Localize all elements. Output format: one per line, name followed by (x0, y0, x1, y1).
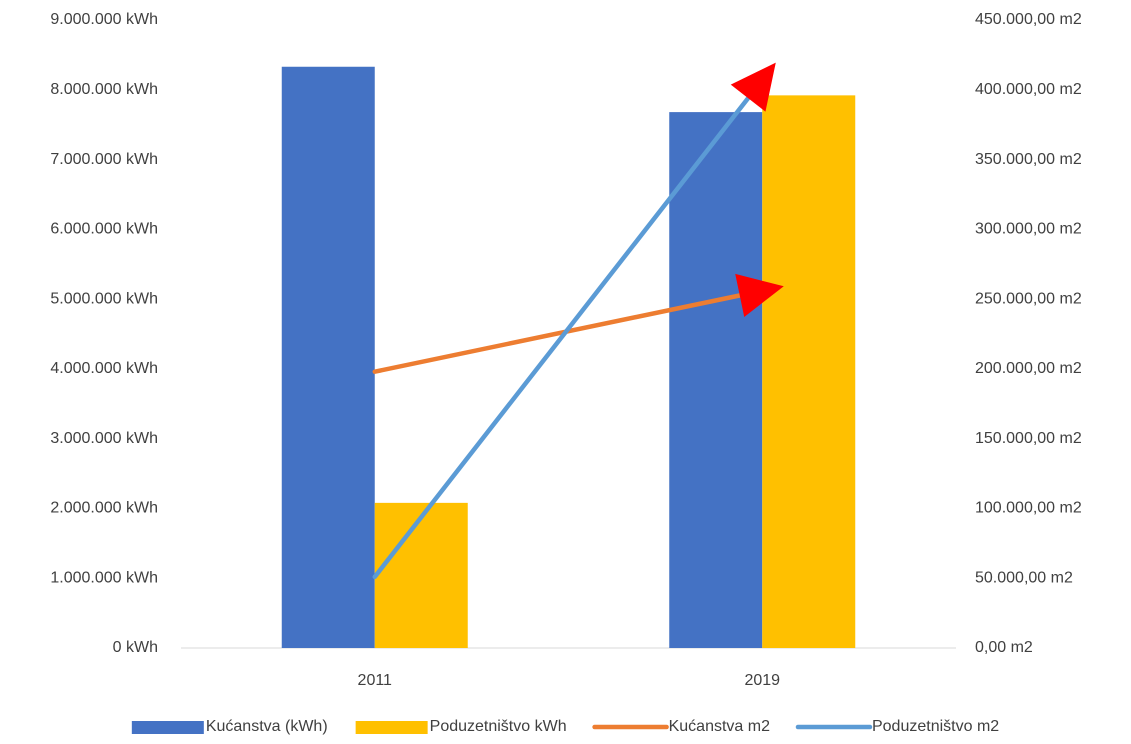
y2-tick-label: 150.000,00 m2 (975, 430, 1082, 447)
y-tick-label: 5.000.000 kWh (50, 290, 158, 307)
legend-item: Poduzetništvo m2 (795, 718, 999, 735)
y2-tick-label: 0,00 m2 (975, 639, 1033, 656)
bar (762, 95, 856, 649)
y2-tick-label: 50.000,00 m2 (975, 569, 1073, 586)
y2-tick-label: 400.000,00 m2 (975, 81, 1082, 98)
x-tick-label: 2011 (358, 672, 393, 689)
y-tick-label: 4.000.000 kWh (50, 360, 158, 377)
arrowhead (735, 273, 784, 317)
bar (669, 112, 763, 648)
legend-item: Kućanstva m2 (592, 718, 770, 735)
legend-swatch (355, 721, 428, 734)
y-tick-label: 1.000.000 kWh (50, 569, 158, 586)
legend-label: Poduzetništvo kWh (430, 718, 567, 735)
legend-label: Poduzetništvo m2 (872, 718, 999, 735)
legend-item: Kućanstva (kWh) (131, 718, 328, 735)
legend-label: Kućanstva (kWh) (206, 718, 328, 735)
y2-tick-label: 300.000,00 m2 (975, 221, 1082, 238)
arrowhead (730, 62, 776, 112)
y2-tick-label: 200.000,00 m2 (975, 360, 1082, 377)
y2-tick-label: 450.000,00 m2 (975, 11, 1082, 28)
y-tick-label: 0 kWh (113, 639, 158, 656)
y2-tick-label: 250.000,00 m2 (975, 290, 1082, 307)
y-tick-label: 2.000.000 kWh (50, 500, 158, 517)
legend-label: Kućanstva m2 (669, 718, 770, 735)
y2-tick-label: 350.000,00 m2 (975, 151, 1082, 168)
legend-swatch (131, 721, 204, 734)
y2-tick-label: 100.000,00 m2 (975, 500, 1082, 517)
x-tick-label: 2019 (744, 672, 780, 689)
y-tick-label: 7.000.000 kWh (50, 151, 158, 168)
y-tick-label: 6.000.000 kWh (50, 221, 158, 238)
y-tick-label: 8.000.000 kWh (50, 81, 158, 98)
bar (281, 66, 375, 649)
line-series (372, 77, 765, 580)
bar (374, 502, 468, 648)
legend-item: Poduzetništvo kWh (355, 718, 567, 735)
y-tick-label: 3.000.000 kWh (50, 430, 158, 447)
y-tick-label: 9.000.000 kWh (50, 11, 158, 28)
